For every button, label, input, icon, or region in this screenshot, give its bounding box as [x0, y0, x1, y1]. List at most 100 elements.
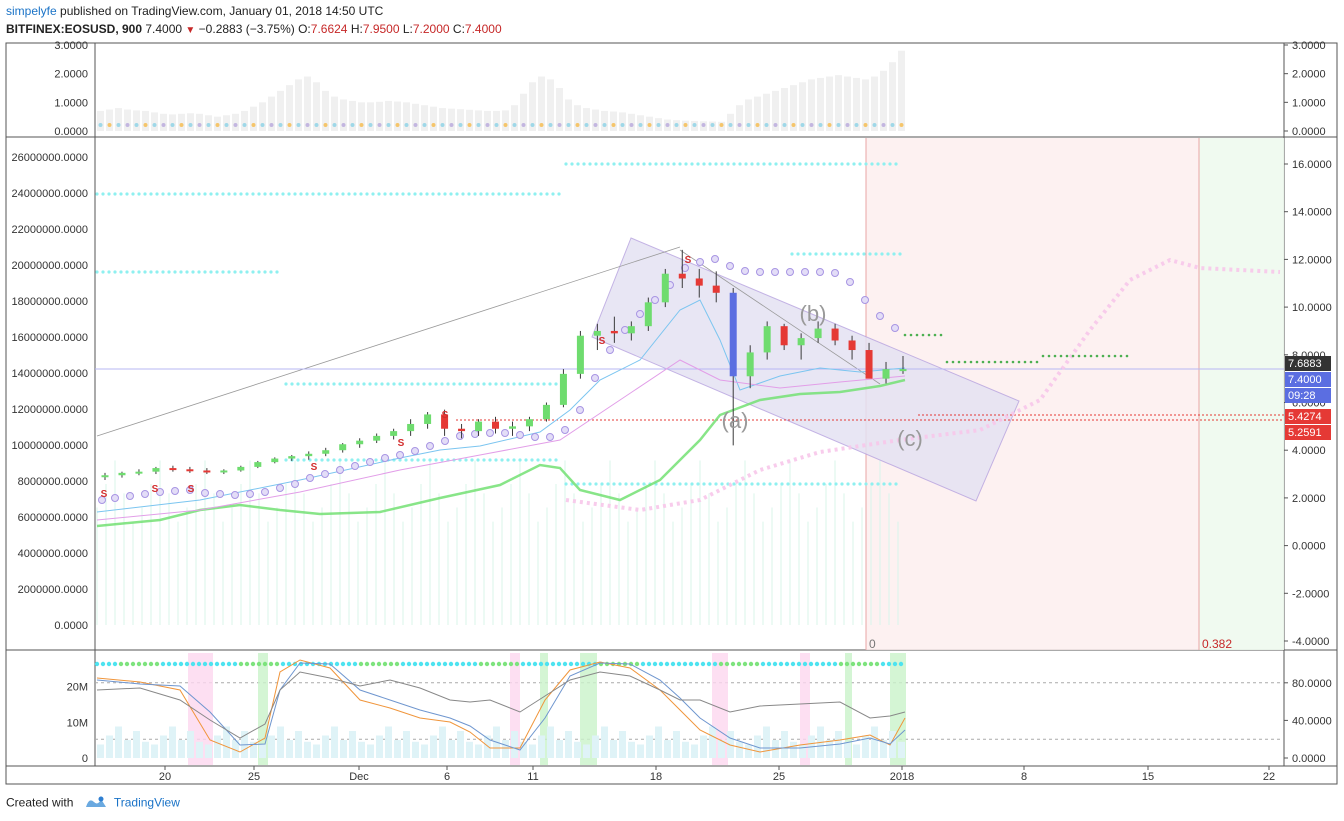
osc-top-dot [766, 661, 772, 667]
osc-top-dot [394, 661, 400, 667]
projection-dot [987, 360, 991, 364]
top-bar [439, 108, 446, 131]
signal-zone [510, 653, 520, 765]
main-right-tick: 4.0000 [1292, 445, 1326, 457]
level-dot [497, 192, 501, 196]
level-dot [672, 482, 676, 486]
top-bar [511, 105, 518, 131]
level-dot [293, 192, 297, 196]
tradingview-link[interactable]: TradingView [113, 795, 180, 810]
sar-dot [396, 451, 404, 459]
level-dot [485, 192, 489, 196]
osc-top-dot [796, 661, 802, 667]
osc-top-dot [886, 661, 892, 667]
level-dot [167, 192, 171, 196]
x-tick-label: 25 [248, 771, 260, 783]
top-dot [341, 123, 346, 127]
sar-dot [231, 491, 239, 499]
level-dot [461, 192, 465, 196]
top-dot [494, 123, 499, 127]
level-dot [536, 382, 540, 386]
level-dot [856, 252, 860, 256]
main-left-tick: 4000000.0000 [18, 548, 88, 560]
main-price-panel[interactable]: 0 0.382 26000000.0000 24000000.0000 22000000… [12, 138, 1332, 651]
osc-top-dot [244, 661, 250, 667]
top-dot [530, 123, 535, 127]
level-dot [125, 270, 129, 274]
level-dot [527, 192, 531, 196]
main-right-tick: -2.0000 [1292, 588, 1329, 600]
osc-top-dot [736, 661, 742, 667]
osc-top-dot [826, 661, 832, 667]
top-bar [889, 62, 896, 132]
sar-dot [801, 268, 809, 276]
osc-top-dot [868, 661, 874, 667]
level-dot [353, 192, 357, 196]
sar-dot [111, 494, 119, 502]
top-bar [187, 113, 194, 131]
level-dot [449, 192, 453, 196]
chart-border [5, 42, 1338, 785]
top-bar [601, 110, 608, 131]
projection-dot [969, 360, 973, 364]
sar-dot [516, 431, 524, 439]
projection-dot [903, 333, 907, 337]
main-right-tick: 0.0000 [1292, 541, 1326, 553]
level-dot [137, 192, 141, 196]
osc-top-dot [220, 661, 226, 667]
level-dot [846, 162, 850, 166]
osc-top-dot [178, 661, 184, 667]
level-dot [768, 482, 772, 486]
projection-dot [915, 333, 919, 337]
level-dot [814, 252, 818, 256]
osc-volume-bar [628, 741, 635, 758]
top-bar [313, 82, 320, 131]
osc-top-dot [838, 661, 844, 667]
top-bar [538, 76, 545, 131]
level-dot [161, 270, 165, 274]
projection-dot [1095, 354, 1099, 358]
osc-top-dot [862, 661, 868, 667]
level-dot [533, 192, 537, 196]
osc-volume-bar [727, 731, 734, 758]
tradingview-logo-icon [85, 795, 107, 812]
level-dot [702, 162, 706, 166]
projection-dot [1023, 360, 1027, 364]
top-bar [826, 76, 833, 131]
level-dot [287, 192, 291, 196]
osc-volume-bar [115, 726, 122, 758]
level-dot [458, 382, 462, 386]
level-dot [191, 270, 195, 274]
level-dot [548, 382, 552, 386]
top-dot [683, 123, 688, 127]
top-bar [160, 113, 167, 131]
main-right-tick: 12.0000 [1292, 254, 1332, 266]
level-dot [630, 162, 634, 166]
top-dot [440, 123, 445, 127]
osc-volume-bar [385, 726, 392, 758]
top-dot [260, 123, 265, 127]
sar-dot [306, 474, 314, 482]
fib-label-0382: 0.382 [1202, 637, 1232, 651]
sar-dot [681, 264, 689, 272]
osc-top-dot [232, 661, 238, 667]
sar-dot [426, 442, 434, 450]
osc-volume-bar [826, 740, 833, 758]
top-dot [305, 123, 310, 127]
top-dot [467, 123, 472, 127]
osc-volume-bar [142, 741, 149, 758]
top-dot [458, 123, 463, 127]
sell-signal: S [188, 484, 195, 495]
level-dot [822, 482, 826, 486]
osc-left-tick: 10M [67, 717, 88, 729]
osc-volume-bar [466, 741, 473, 758]
sar-dot [216, 490, 224, 498]
level-dot [233, 192, 237, 196]
author-link[interactable]: simpelyfe [6, 4, 57, 18]
level-dot [155, 192, 159, 196]
projection-dot [1047, 354, 1051, 358]
osc-top-dot [472, 661, 478, 667]
candle-body [763, 326, 771, 353]
top-dot [242, 123, 247, 127]
